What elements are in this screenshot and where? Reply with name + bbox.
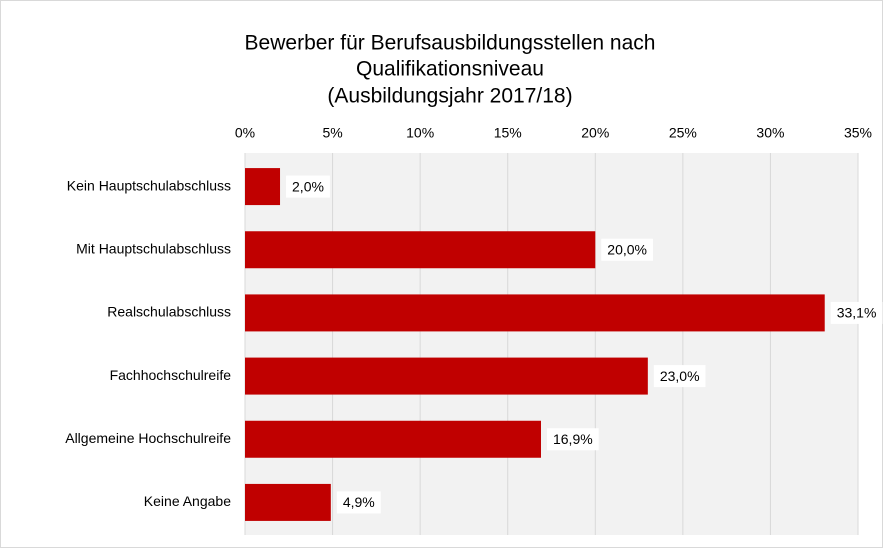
x-tick-label: 15% xyxy=(494,125,522,141)
value-label-bg xyxy=(601,238,653,261)
chart-title: (Ausbildungsjahr 2017/18) xyxy=(327,85,572,108)
x-tick-label: 20% xyxy=(581,125,609,141)
y-tick-label: Fachhochschulreife xyxy=(110,367,232,383)
y-tick-label: Allgemeine Hochschulreife xyxy=(65,430,231,446)
bar xyxy=(245,357,648,395)
chart-title: Qualifikationsniveau xyxy=(356,58,544,81)
value-label-bg xyxy=(336,491,381,514)
value-label: 23,0% xyxy=(660,368,700,384)
plot-area xyxy=(245,153,858,535)
bar xyxy=(245,231,596,269)
x-tick-label: 5% xyxy=(322,125,342,141)
y-tick-label: Mit Hauptschulabschluss xyxy=(76,240,231,256)
value-label: 4,9% xyxy=(343,494,375,510)
y-tick-label: Keine Angabe xyxy=(144,493,231,509)
x-tick-label: 25% xyxy=(669,125,697,141)
bar xyxy=(245,168,281,206)
x-tick-label: 30% xyxy=(756,125,784,141)
x-tick-label: 0% xyxy=(235,125,255,141)
value-label-bg xyxy=(546,428,599,451)
value-label-bg xyxy=(286,175,330,198)
bar xyxy=(245,420,541,458)
value-label: 33,1% xyxy=(837,305,877,321)
x-tick-label: 35% xyxy=(844,125,872,141)
bar xyxy=(245,294,825,332)
bar xyxy=(245,483,331,521)
value-label-bg xyxy=(653,365,706,388)
y-tick-label: Kein Hauptschulabschluss xyxy=(67,177,231,193)
chart-title: Bewerber für Berufsausbildungsstellen na… xyxy=(245,32,656,55)
value-label-bg xyxy=(830,301,883,324)
value-label: 16,9% xyxy=(553,431,593,447)
value-label: 2,0% xyxy=(292,178,324,194)
y-tick-label: Realschulabschluss xyxy=(107,304,231,320)
value-label: 20,0% xyxy=(607,241,647,257)
x-tick-label: 10% xyxy=(406,125,434,141)
